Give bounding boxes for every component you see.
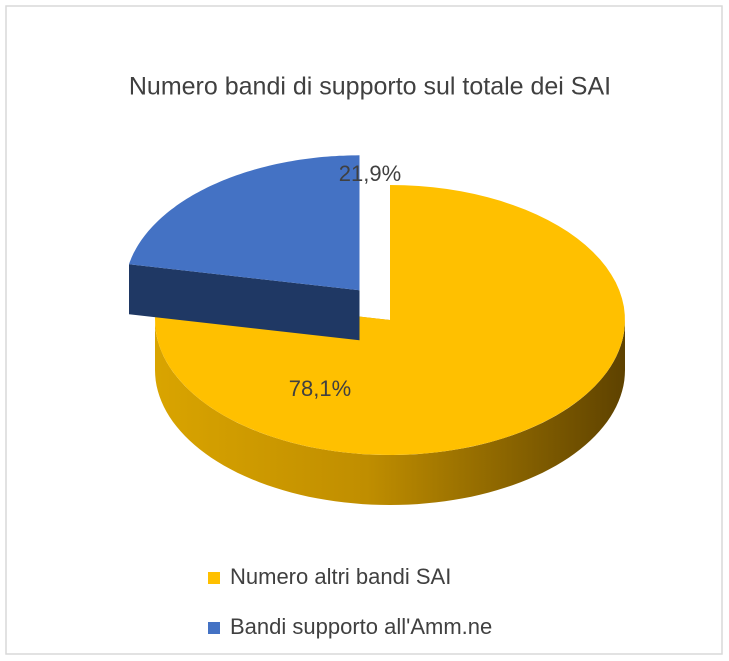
chart-title: Numero bandi di supporto sul totale dei … xyxy=(129,73,611,101)
legend-swatch xyxy=(208,572,220,584)
slice-side xyxy=(155,320,625,505)
legend-label: Bandi supporto all'Amm.ne xyxy=(230,614,492,639)
data-label: 21,9% xyxy=(339,161,401,186)
slice-wall xyxy=(129,264,360,341)
data-label: 78,1% xyxy=(289,376,351,401)
legend-swatch xyxy=(208,622,220,634)
slice xyxy=(155,185,625,455)
slice xyxy=(129,155,360,291)
legend-label: Numero altri bandi SAI xyxy=(230,564,451,589)
